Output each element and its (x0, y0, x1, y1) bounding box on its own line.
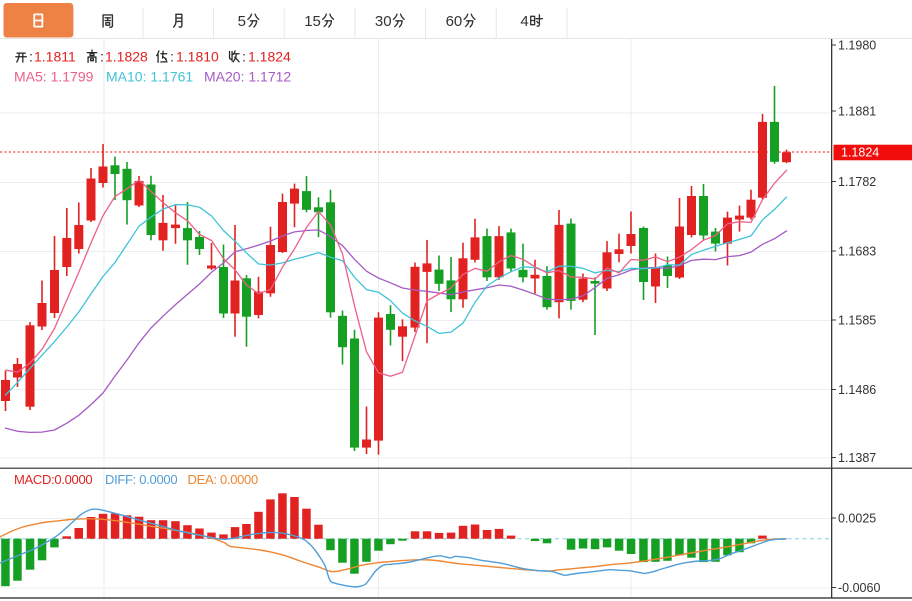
svg-text::: : (170, 49, 174, 65)
svg-text:DEA: 0.0000: DEA: 0.0000 (188, 472, 258, 487)
svg-text:MA5: 1.1799: MA5: 1.1799 (14, 69, 94, 85)
svg-text:1.1683: 1.1683 (838, 244, 876, 258)
svg-text:1.1811: 1.1811 (34, 49, 76, 65)
svg-text:5: 5 (238, 13, 246, 30)
svg-text::: : (100, 49, 104, 65)
svg-text:1.1828: 1.1828 (105, 49, 148, 65)
svg-text:30: 30 (375, 13, 392, 30)
svg-text:60: 60 (446, 13, 463, 30)
svg-text:1.1824: 1.1824 (841, 146, 879, 160)
svg-text::: : (242, 49, 246, 65)
svg-text:1.1810: 1.1810 (176, 49, 219, 65)
svg-text:MA20: 1.1712: MA20: 1.1712 (204, 69, 291, 85)
svg-text:15: 15 (304, 13, 321, 30)
svg-text:1.1486: 1.1486 (838, 383, 876, 397)
svg-text:1.1782: 1.1782 (838, 175, 876, 189)
svg-text:1.1585: 1.1585 (838, 313, 876, 327)
svg-text:DIFF: 0.0000: DIFF: 0.0000 (105, 472, 177, 487)
svg-text:1.1881: 1.1881 (838, 104, 876, 118)
svg-text:1.1824: 1.1824 (248, 49, 291, 65)
svg-text:MACD:0.0000: MACD:0.0000 (14, 472, 92, 487)
svg-text:MA10: 1.1761: MA10: 1.1761 (106, 69, 193, 85)
svg-text:1.1980: 1.1980 (838, 38, 876, 52)
svg-text:0.0025: 0.0025 (838, 511, 876, 525)
svg-text:1.1387: 1.1387 (838, 451, 876, 465)
svg-text:-0.0060: -0.0060 (838, 581, 880, 595)
svg-text:4: 4 (520, 13, 528, 30)
svg-text::: : (29, 49, 33, 65)
